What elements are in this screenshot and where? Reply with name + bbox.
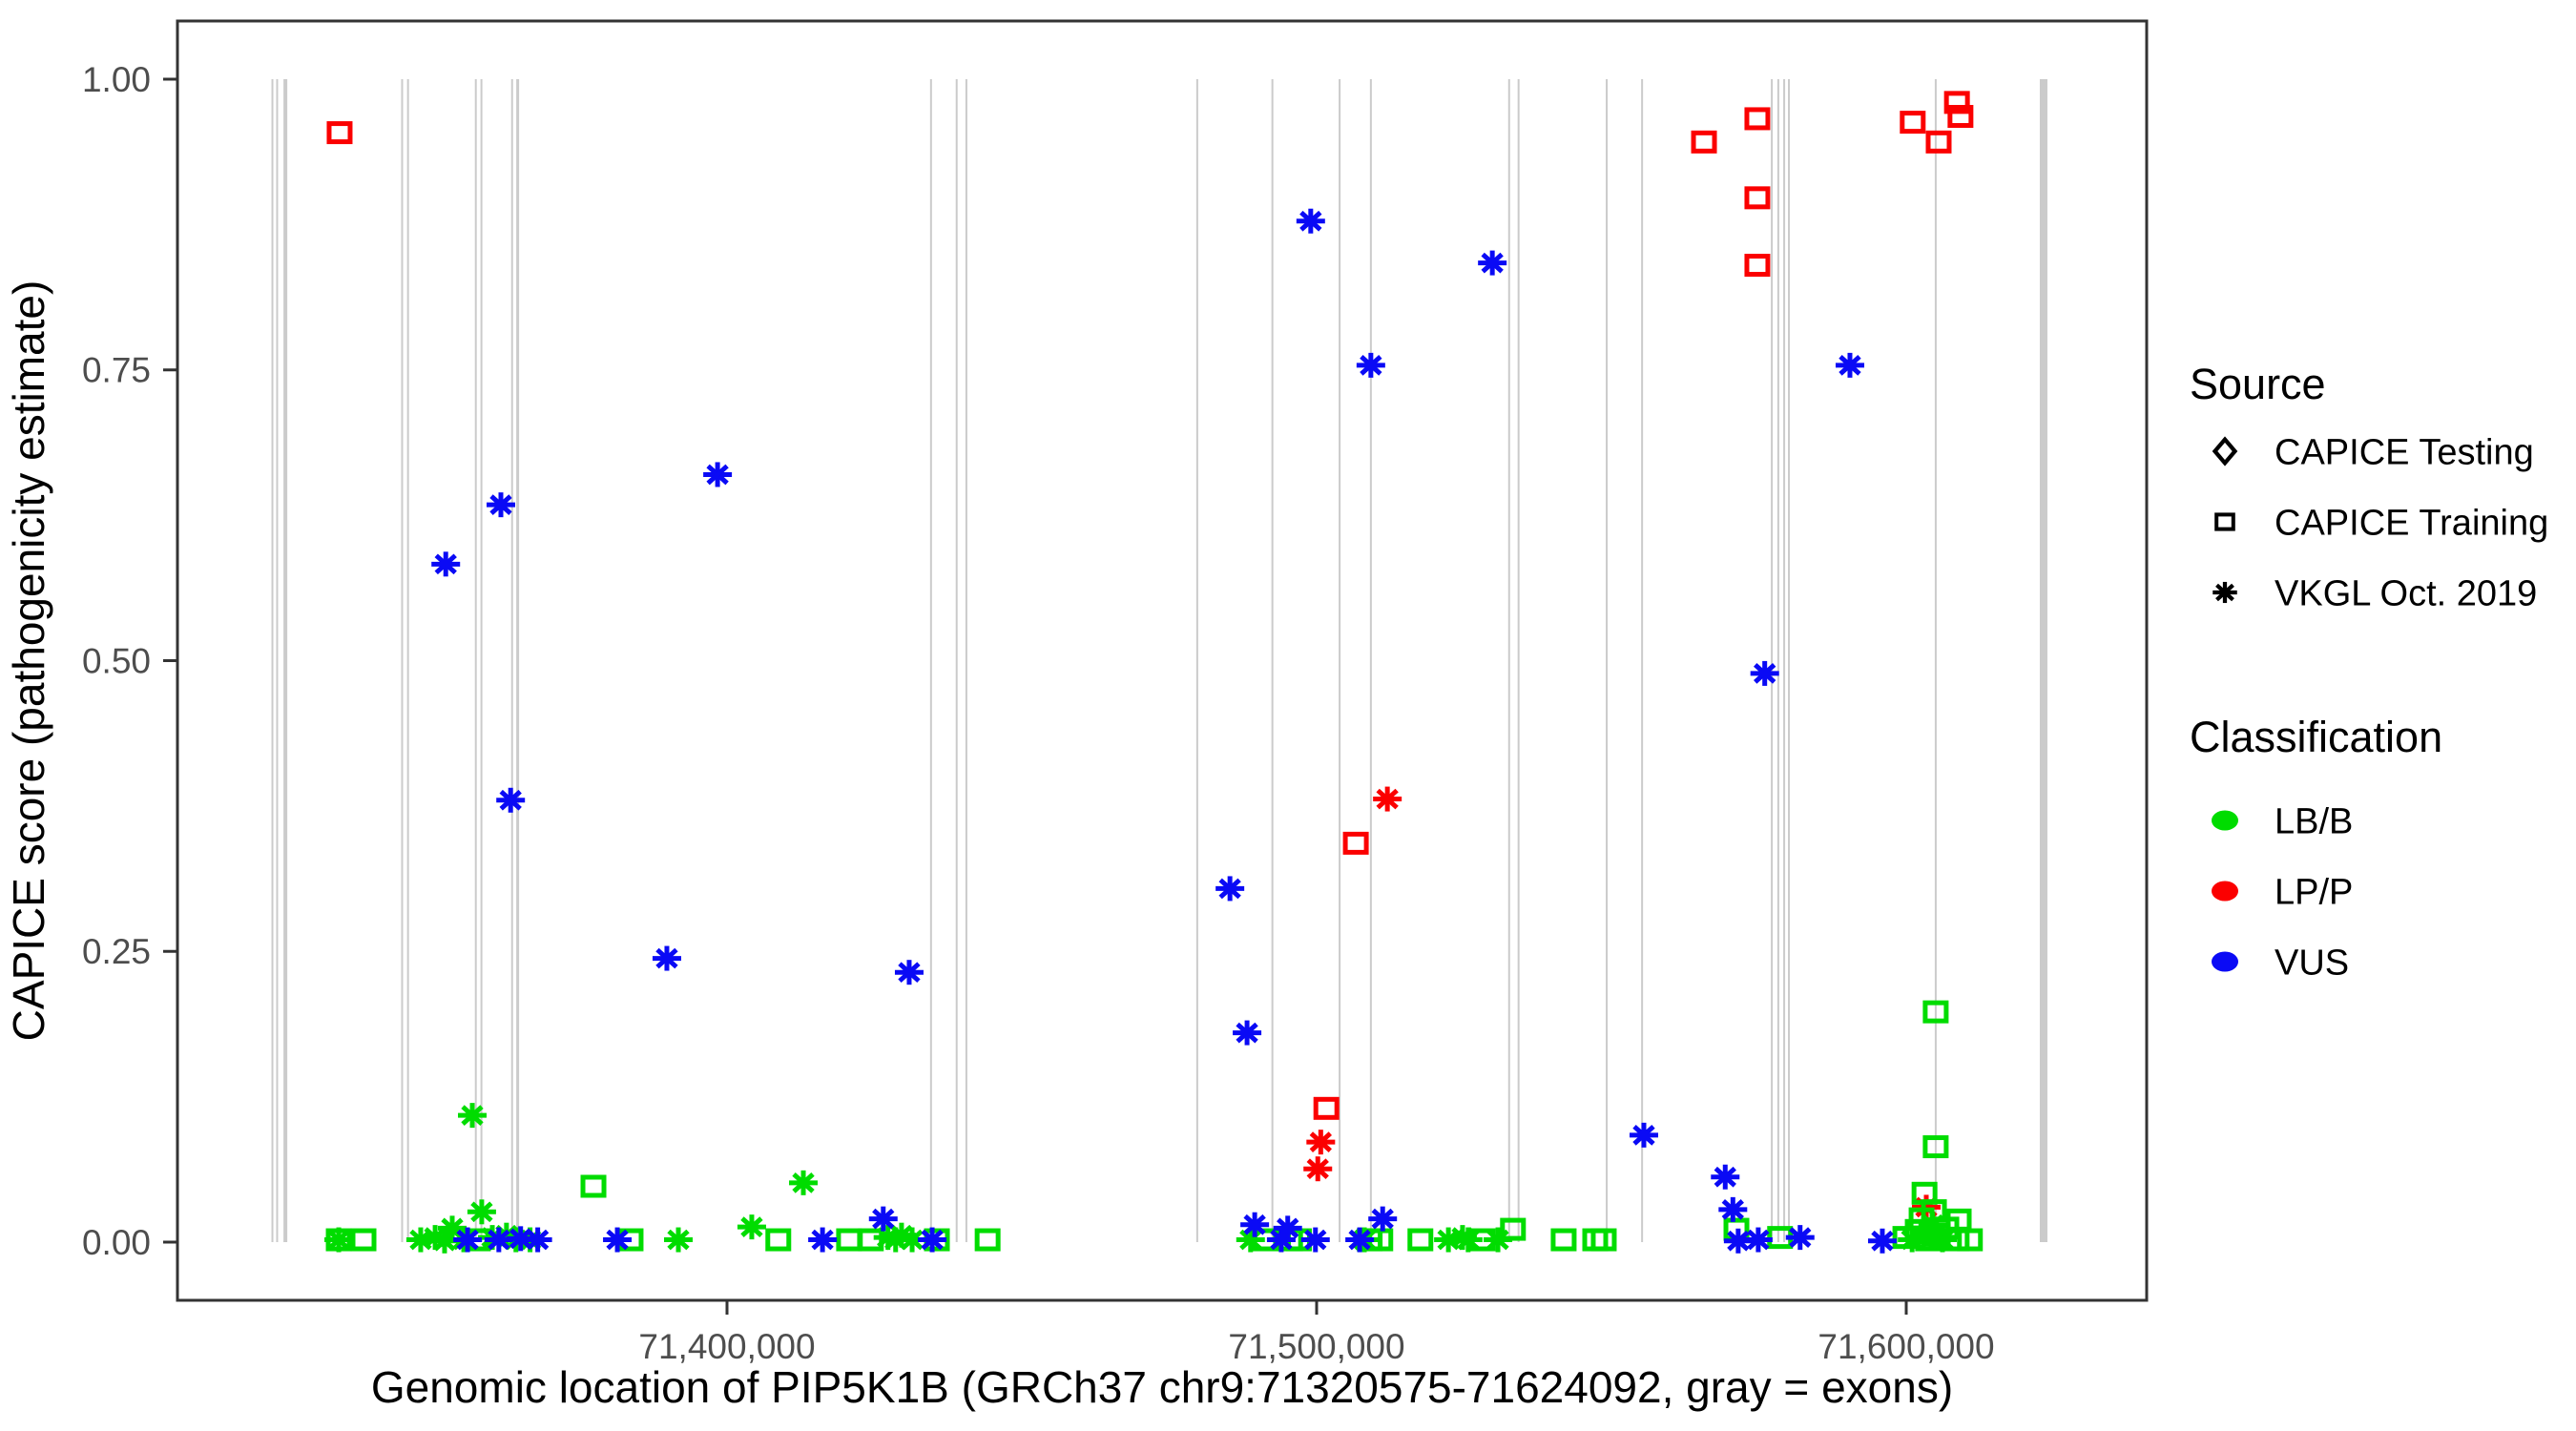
asterisk-icon xyxy=(2212,581,2237,604)
data-point-vkgl-vus xyxy=(1345,1227,1375,1253)
diamond-icon xyxy=(2212,436,2238,467)
data-point-vkgl-vus xyxy=(652,945,681,971)
square-icon xyxy=(2214,512,2235,531)
data-point-vkgl-vus xyxy=(703,462,733,487)
data-point-vkgl-vus xyxy=(1867,1228,1897,1254)
data-point-capice-training-lbb xyxy=(1922,1135,1949,1159)
data-point-vkgl-vus xyxy=(1723,1228,1753,1254)
data-point-capice-training-lbb xyxy=(1957,1228,1984,1252)
data-point-vkgl-vus xyxy=(808,1227,838,1253)
data-point-vkgl-lpp xyxy=(1373,786,1402,812)
x-axis-tick-label: 71,600,000 xyxy=(1818,1327,1994,1366)
y-axis-title: CAPICE score (pathogenicity estimate) xyxy=(4,280,53,1042)
plot-panel xyxy=(177,21,2147,1300)
legend-dot-icon xyxy=(2212,951,2238,972)
data-point-vkgl-lpp xyxy=(1303,1156,1333,1182)
data-point-vkgl-lbb xyxy=(1453,1227,1483,1253)
data-point-capice-training-lpp xyxy=(1900,111,1926,135)
legend-source-item-label: CAPICE Testing xyxy=(2275,432,2534,472)
data-point-vkgl-vus xyxy=(1629,1122,1658,1148)
legend-classification-item-label: LP/P xyxy=(2275,872,2353,912)
data-point-vkgl-lbb xyxy=(467,1199,496,1225)
data-point-vkgl-vus xyxy=(431,551,461,577)
y-axis-tick-label: 0.00 xyxy=(82,1223,151,1262)
x-axis-tick-label: 71,400,000 xyxy=(638,1327,815,1366)
data-point-vkgl-vus xyxy=(918,1227,947,1253)
data-point-vkgl-vus xyxy=(894,960,924,985)
data-point-capice-training-lpp xyxy=(1313,1096,1340,1120)
data-point-vkgl-lbb xyxy=(737,1214,766,1240)
y-axis-tick-label: 0.50 xyxy=(82,641,151,680)
data-point-vkgl-vus xyxy=(1718,1196,1748,1222)
data-point-capice-training-lbb xyxy=(765,1228,792,1252)
legend-classification-item-label: LB/B xyxy=(2275,801,2353,841)
data-point-vkgl-vus xyxy=(1296,208,1325,234)
data-point-vkgl-vus xyxy=(1233,1020,1262,1046)
data-point-capice-training-lpp xyxy=(326,121,353,145)
data-point-vkgl-vus xyxy=(453,1227,483,1253)
legend-dot-icon xyxy=(2212,881,2238,902)
data-point-vkgl-lbb xyxy=(1918,1212,1947,1237)
data-point-vkgl-vus xyxy=(506,1226,535,1252)
data-point-vkgl-vus xyxy=(1368,1206,1398,1232)
data-point-capice-training-lpp xyxy=(1691,130,1717,154)
data-point-capice-training-lbb xyxy=(1500,1217,1527,1241)
y-axis-tick-label: 0.25 xyxy=(82,932,151,971)
data-point-vkgl-vus xyxy=(603,1227,633,1253)
x-axis-title: Genomic location of PIP5K1B (GRCh37 chr9… xyxy=(371,1362,1953,1412)
data-point-vkgl-vus xyxy=(1300,1227,1330,1253)
legend-source-item-label: VKGL Oct. 2019 xyxy=(2275,573,2537,613)
data-point-vkgl-lbb xyxy=(789,1170,819,1195)
data-point-vkgl-vus xyxy=(1711,1164,1740,1190)
data-point-capice-training-lpp xyxy=(1744,107,1771,131)
data-point-vkgl-vus xyxy=(868,1206,898,1232)
data-point-vkgl-lbb xyxy=(458,1103,488,1129)
data-point-vkgl-vus xyxy=(1750,660,1779,686)
data-point-vkgl-vus xyxy=(496,787,526,813)
legend-dot-icon xyxy=(2212,810,2238,831)
data-point-capice-training-lbb xyxy=(974,1228,1001,1252)
data-point-capice-training-lbb xyxy=(1407,1228,1434,1252)
data-point-capice-training-lbb xyxy=(580,1174,607,1198)
data-point-vkgl-vus xyxy=(1835,352,1864,378)
data-point-capice-training-lpp xyxy=(1943,91,1970,114)
data-point-vkgl-vus xyxy=(1743,1227,1773,1253)
data-point-vkgl-vus xyxy=(1478,250,1507,276)
data-point-vkgl-vus xyxy=(1785,1225,1815,1251)
data-point-vkgl-vus xyxy=(486,492,515,518)
data-point-capice-training-lpp xyxy=(1925,130,1952,154)
data-point-vkgl-vus xyxy=(1240,1212,1270,1237)
data-point-capice-training-lpp xyxy=(1342,831,1369,855)
data-point-vkgl-lbb xyxy=(664,1227,694,1253)
y-axis-tick-label: 1.00 xyxy=(82,60,151,99)
legend-classification-title: Classification xyxy=(2190,713,2442,761)
data-point-capice-training-lpp xyxy=(1744,254,1771,278)
data-point-vkgl-lbb xyxy=(324,1227,354,1253)
data-point-vkgl-lpp xyxy=(1306,1130,1336,1155)
data-point-capice-training-lpp xyxy=(1947,105,1974,129)
data-point-vkgl-lbb xyxy=(1484,1227,1513,1253)
data-point-vkgl-vus xyxy=(1356,352,1385,378)
x-axis-tick-label: 71,500,000 xyxy=(1228,1327,1404,1366)
data-point-capice-training-lpp xyxy=(1744,186,1771,210)
data-point-capice-training-lbb xyxy=(1550,1228,1577,1252)
legend-classification-item-label: VUS xyxy=(2275,943,2349,983)
legend-source-title: Source xyxy=(2190,360,2326,408)
data-point-vkgl-vus xyxy=(1215,876,1245,902)
legend-source-item-label: CAPICE Training xyxy=(2275,503,2548,543)
y-axis-tick-label: 0.75 xyxy=(82,351,151,390)
data-point-capice-training-lbb xyxy=(1590,1228,1617,1252)
data-point-capice-training-lbb xyxy=(1922,1000,1949,1024)
data-point-vkgl-vus xyxy=(1273,1215,1302,1241)
data-point-vkgl-lbb xyxy=(1928,1227,1958,1253)
data-point-vkgl-vus xyxy=(523,1227,552,1253)
